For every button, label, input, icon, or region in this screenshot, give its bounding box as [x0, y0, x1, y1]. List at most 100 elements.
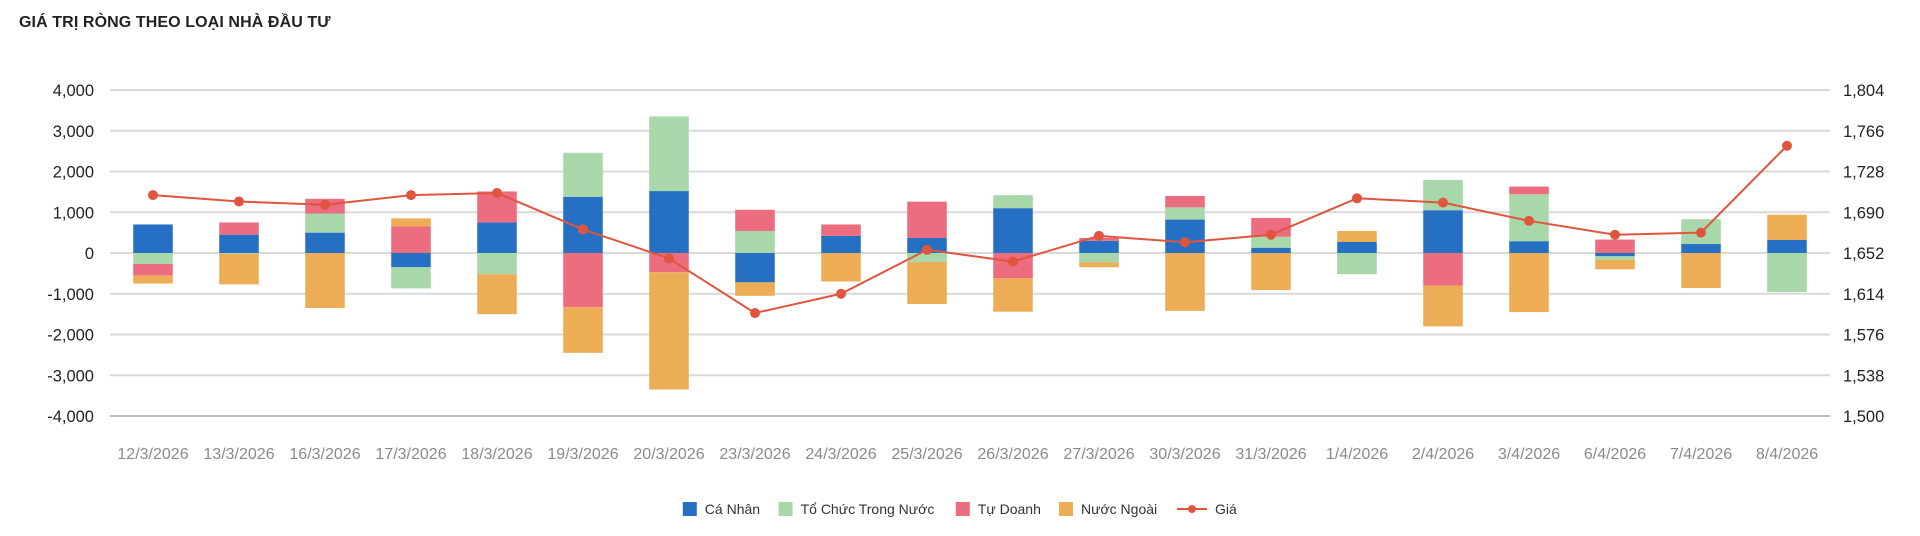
bar-segment — [1767, 214, 1807, 240]
bar-segment — [993, 208, 1033, 253]
bar-segment — [219, 234, 259, 253]
price-point — [1782, 140, 1792, 151]
bar-segment — [391, 253, 431, 268]
x-tick-label: 17/3/2026 — [375, 446, 446, 463]
x-tick-label: 1/4/2026 — [1326, 446, 1388, 463]
x-tick-label: 13/3/2026 — [203, 446, 274, 463]
bar-segment — [391, 226, 431, 253]
bar-segment — [1423, 210, 1463, 253]
bar-segment — [1337, 241, 1377, 253]
legend-swatch — [955, 502, 970, 516]
bar-segment — [821, 253, 861, 282]
bar-segment — [1337, 230, 1377, 242]
price-point — [1180, 237, 1190, 248]
bar-segment — [219, 222, 259, 235]
bar-segment — [1165, 253, 1205, 311]
bar-segment — [219, 253, 259, 285]
bar-segment — [735, 282, 775, 296]
bar-segment — [563, 152, 603, 197]
legend-label: Tổ Chức Trong Nước — [801, 501, 935, 517]
bar-segment — [133, 253, 173, 265]
y-left-tick-label: -3,000 — [47, 367, 94, 385]
x-tick-label: 19/3/2026 — [547, 446, 618, 463]
y-right-tick-label: 1,652 — [1843, 245, 1884, 263]
legend-swatch — [1059, 502, 1073, 516]
bar-segment — [133, 275, 173, 284]
price-point — [1352, 193, 1362, 204]
legend-swatch — [682, 502, 697, 516]
y-left-tick-label: 2,000 — [53, 164, 94, 182]
x-tick-label: 7/4/2026 — [1670, 446, 1732, 463]
price-point — [1696, 227, 1706, 238]
bar-segment — [1509, 241, 1549, 253]
bar-segment — [1509, 253, 1549, 313]
bar-segment — [1079, 240, 1119, 253]
x-tick-label: 31/3/2026 — [1235, 446, 1306, 463]
y-left-tick-label: 0 — [85, 245, 94, 263]
bar-segment — [1165, 219, 1205, 253]
bar-segment — [1595, 259, 1635, 270]
legend-label: Cá Nhân — [705, 501, 760, 517]
y-right-tick-label: 1,728 — [1843, 164, 1884, 182]
price-point — [578, 224, 588, 235]
x-tick-label: 20/3/2026 — [633, 446, 704, 463]
x-tick-label: 8/4/2026 — [1756, 446, 1818, 463]
y-right-tick-label: 1,500 — [1843, 408, 1884, 426]
bar-segment — [993, 278, 1033, 312]
bar-segment — [477, 274, 517, 315]
bar-segment — [821, 235, 861, 253]
chart-title: GIÁ TRỊ RÒNG THEO LOẠI NHÀ ĐẦU TƯ — [19, 14, 331, 31]
bar-segment — [735, 209, 775, 231]
price-point — [1524, 215, 1534, 226]
y-left-tick-label: 1,000 — [53, 204, 94, 222]
bar-segment — [1595, 239, 1635, 253]
bar-segment — [1767, 253, 1807, 293]
bar-segment — [1165, 207, 1205, 220]
price-point — [922, 244, 932, 255]
x-tick-label: 24/3/2026 — [805, 446, 876, 463]
x-tick-label: 6/4/2026 — [1584, 446, 1646, 463]
bar-segment — [1251, 247, 1291, 253]
x-tick-label: 18/3/2026 — [461, 446, 532, 463]
bar-segment — [649, 116, 689, 192]
bar-segment — [907, 201, 947, 238]
bar-segment — [907, 253, 947, 262]
bar-segment — [993, 195, 1033, 209]
y-right-tick-label: 1,690 — [1843, 204, 1884, 222]
bar-segment — [563, 253, 603, 308]
x-tick-label: 2/4/2026 — [1412, 446, 1474, 463]
bar-segment — [735, 253, 775, 283]
bar-segment — [563, 307, 603, 353]
x-tick-label: 12/3/2026 — [117, 446, 188, 463]
price-point — [1266, 229, 1276, 240]
bar-segment — [391, 218, 431, 227]
x-tick-label: 23/3/2026 — [719, 446, 790, 463]
price-point — [406, 190, 416, 201]
bar-segment — [1509, 186, 1549, 195]
bar-segment — [219, 253, 259, 254]
bar-segment — [649, 272, 689, 390]
bar-segment — [1165, 195, 1205, 208]
y-left-tick-label: 4,000 — [53, 82, 94, 100]
price-point — [1094, 230, 1104, 241]
bar-segment — [1079, 262, 1119, 268]
bar-segment — [1251, 236, 1291, 248]
price-line — [152, 145, 1788, 315]
bar-segment — [305, 253, 345, 309]
price-point — [234, 196, 244, 207]
legend-swatch — [778, 502, 793, 516]
bar-segment — [477, 222, 517, 253]
price-point — [1610, 229, 1620, 240]
bar-segment — [133, 224, 173, 253]
price-point — [148, 190, 158, 201]
y-left-tick-label: 3,000 — [53, 123, 94, 141]
bar-segment — [821, 224, 861, 236]
x-tick-label: 16/3/2026 — [289, 446, 360, 463]
x-tick-label: 3/4/2026 — [1498, 446, 1560, 463]
bar-segment — [1767, 239, 1807, 253]
bar-segment — [305, 232, 345, 253]
x-tick-label: 26/3/2026 — [977, 446, 1048, 463]
price-point — [836, 288, 846, 299]
y-right-tick-label: 1,614 — [1843, 286, 1884, 304]
price-point — [1008, 256, 1018, 267]
